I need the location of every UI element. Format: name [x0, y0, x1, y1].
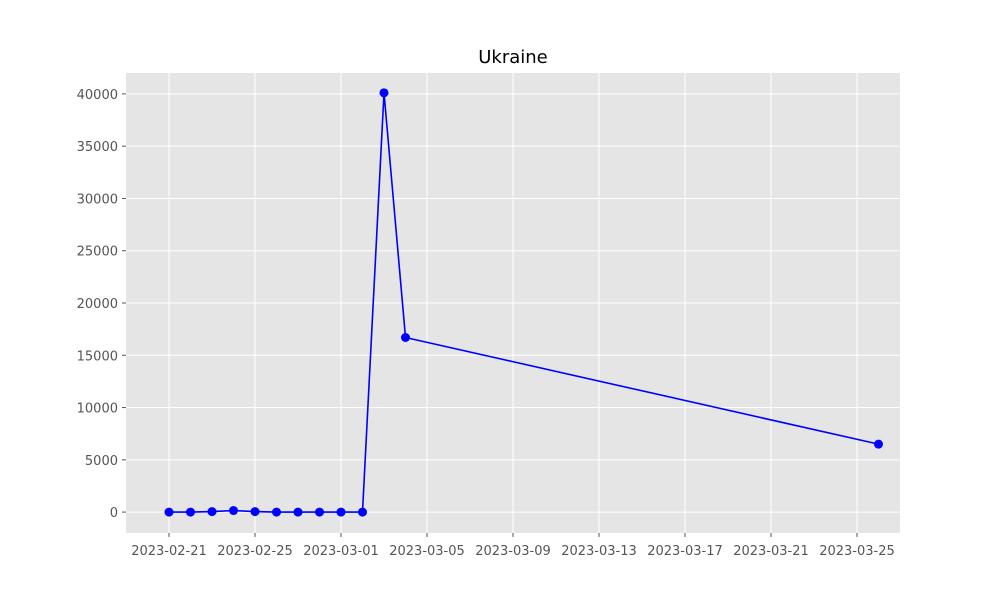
- series-layer: [164, 88, 883, 517]
- data-point: [379, 88, 389, 98]
- y-tick-label: 20000: [77, 297, 118, 312]
- x-tick-label: 2023-02-21: [131, 544, 207, 559]
- chart-title: Ukraine: [478, 47, 548, 68]
- x-tick-label: 2023-03-09: [475, 544, 551, 559]
- data-point: [250, 507, 260, 517]
- data-point: [336, 507, 346, 517]
- data-point: [207, 507, 217, 517]
- x-tick-label: 2023-03-01: [303, 544, 379, 559]
- x-tick-label: 2023-03-05: [389, 544, 465, 559]
- x-tick-label: 2023-03-25: [819, 544, 895, 559]
- y-tick-label: 15000: [77, 349, 118, 364]
- data-point: [293, 507, 303, 517]
- y-tick-label: 30000: [77, 192, 118, 207]
- x-tick-label: 2023-03-13: [561, 544, 637, 559]
- data-point: [229, 506, 238, 516]
- grid-lines: [126, 73, 900, 533]
- data-point: [186, 507, 195, 517]
- x-tick-label: 2023-02-25: [217, 544, 293, 559]
- y-tick-label: 0: [110, 506, 118, 521]
- y-tick-label: 5000: [85, 454, 118, 469]
- data-point: [315, 507, 324, 517]
- y-tick-label: 35000: [77, 140, 118, 155]
- x-tick-label: 2023-03-21: [733, 544, 809, 559]
- y-tick-label: 25000: [77, 245, 118, 260]
- y-tick-label: 10000: [77, 402, 118, 417]
- data-point: [164, 507, 174, 517]
- y-tick-label: 40000: [77, 88, 118, 103]
- data-point: [874, 439, 883, 449]
- axis-layer: 2023-02-21 2023-02-25 2023-03-01 2023-03-05…: [77, 88, 895, 559]
- data-point: [358, 507, 367, 517]
- data-point: [401, 333, 410, 342]
- data-point: [272, 507, 281, 517]
- x-tick-label: 2023-03-17: [647, 544, 723, 559]
